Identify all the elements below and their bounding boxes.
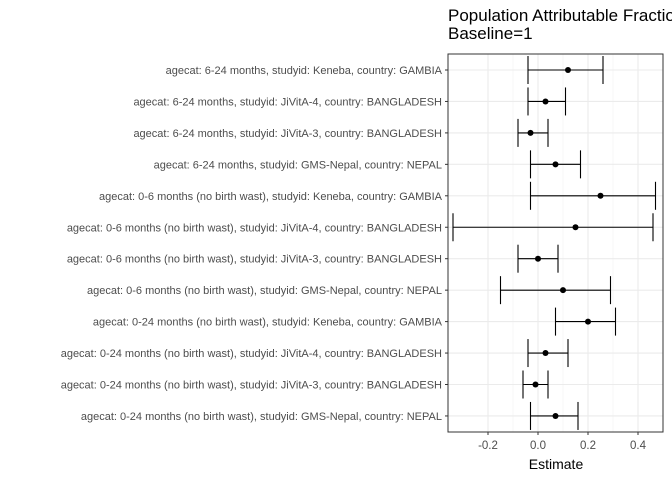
forest-row [517, 118, 549, 147]
estimate-point [585, 318, 591, 325]
y-tick-label: agecat: 0-24 months (no birth wast), stu… [93, 317, 443, 329]
y-tick-label: agecat: 0-24 months (no birth wast), stu… [61, 380, 442, 392]
plot-panel [448, 54, 663, 432]
estimate-point [565, 67, 571, 73]
x-tick-label: -0.2 [478, 440, 498, 452]
y-tick-label: agecat: 0-24 months (no birth wast), stu… [61, 348, 442, 360]
estimate-point [542, 98, 549, 105]
estimate-point [552, 161, 559, 168]
y-tick-label: agecat: 0-6 months (no birth wast), stud… [67, 254, 442, 266]
y-tick-label: agecat: 0-24 months (no birth wast), stu… [81, 411, 442, 423]
estimate-point [572, 224, 579, 231]
forest-row [527, 56, 604, 84]
estimate-point [560, 287, 566, 294]
forest-row [529, 150, 582, 179]
y-tick-label: agecat: 6-24 months, studyid: Keneba, co… [166, 65, 443, 77]
y-tick-label: agecat: 6-24 months, studyid: JiVitA-4, … [133, 96, 442, 108]
forest-row [529, 181, 657, 210]
estimate-point [552, 412, 559, 419]
chart-title: Population Attributable Fraction [448, 6, 672, 25]
x-tick-label: 0.4 [630, 440, 647, 452]
y-tick-label: agecat: 6-24 months, studyid: JiVitA-3, … [133, 128, 442, 140]
forest-row [529, 401, 579, 430]
forest-row [554, 307, 617, 336]
y-tick-label: agecat: 6-24 months, studyid: GMS-Nepal,… [154, 159, 442, 171]
forest-row [527, 339, 569, 368]
estimate-point [527, 129, 534, 136]
forest-row [517, 244, 559, 273]
y-tick-label: agecat: 0-6 months (no birth wast), stud… [99, 191, 443, 203]
forest-row [452, 213, 654, 242]
y-tick-labels: agecat: 6-24 months, studyid: Keneba, co… [61, 65, 448, 423]
estimate-point [535, 255, 541, 262]
x-axis-title: Estimate [529, 456, 584, 472]
x-tick-label: 0.2 [580, 440, 596, 452]
y-tick-label: agecat: 0-6 months (no birth wast), stud… [67, 222, 442, 234]
plot-panel-border [447, 53, 664, 433]
forest-row [522, 370, 549, 399]
forest-row [527, 87, 567, 116]
x-tick-label: 0.0 [530, 440, 546, 452]
forest-rows [452, 56, 657, 430]
forest-row [499, 276, 612, 305]
x-axis: -0.2 0.0 0.2 0.4 [478, 432, 647, 452]
estimate-point [532, 381, 539, 388]
estimate-point [542, 350, 549, 357]
y-tick-label: agecat: 0-6 months (no birth wast), stud… [87, 285, 442, 297]
chart-subtitle: Baseline=1 [448, 24, 533, 43]
estimate-point [597, 192, 604, 199]
